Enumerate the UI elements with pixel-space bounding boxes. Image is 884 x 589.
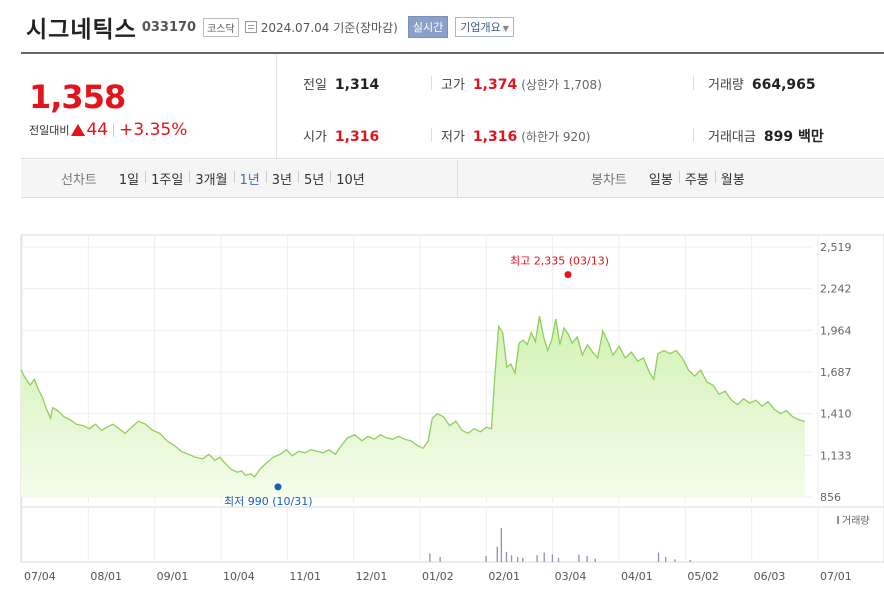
x-tick-label: 05/02 <box>687 570 719 583</box>
tab-1y[interactable]: 1년 <box>233 169 266 188</box>
volume-bar <box>439 556 441 562</box>
y-tick-label: 2,519 <box>820 241 852 254</box>
stat-open: 시가 1,316 <box>303 129 380 145</box>
volume-bar <box>578 554 580 562</box>
stat-low: 저가 1,316 (하한가 920) <box>441 129 591 145</box>
tab-3y[interactable]: 3년 <box>265 169 298 188</box>
x-tick-label: 01/02 <box>422 570 454 583</box>
volume-bar <box>689 559 691 562</box>
quote-summary: 1,358 전일대비 44 +3.35% 전일 1,314 고가 1,374 (… <box>21 52 884 160</box>
volume-bar <box>557 557 560 562</box>
line-chart-label: 선차트 <box>61 173 97 188</box>
tab-1d[interactable]: 1일 <box>118 173 140 188</box>
chart-tabs-bar: 선차트 1일 1주일 3개월 1년 3년 5년 10년 봉차트 일봉 주봉 월봉 <box>21 160 884 198</box>
tab-monthly[interactable]: 월봉 <box>714 169 751 188</box>
y-tick-label: 1,964 <box>820 324 852 337</box>
tab-10y[interactable]: 10년 <box>330 169 371 188</box>
change-label: 전일대비 <box>29 124 70 137</box>
stock-name: 시그네틱스 <box>26 17 137 43</box>
tab-5y[interactable]: 5년 <box>298 169 330 188</box>
tab-3m[interactable]: 3개월 <box>189 169 233 188</box>
tab-daily[interactable]: 일봉 <box>648 173 673 188</box>
candle-chart-tabs: 봉차트 일봉 주봉 월봉 <box>591 160 751 197</box>
y-tick-label: 1,133 <box>820 449 852 462</box>
candle-chart-label: 봉차트 <box>591 173 627 188</box>
volume-bar <box>665 556 667 562</box>
tab-weekly[interactable]: 주봉 <box>678 169 715 188</box>
change-rate: +3.35% <box>119 120 188 140</box>
y-tick-label: 856 <box>820 491 841 504</box>
volume-bar <box>510 555 513 562</box>
chart-frame <box>20 234 884 563</box>
change-row: 전일대비 44 +3.35% <box>29 120 187 140</box>
low-label: 최저 990 (10/31) <box>224 495 313 508</box>
x-tick-label: 07/04 <box>24 570 56 583</box>
stock-code: 033170 <box>141 19 197 35</box>
volume-bar <box>429 553 431 562</box>
x-tick-label: 10/04 <box>223 570 255 583</box>
quote-date: 2024.07.04 기준(장마감) <box>260 20 398 35</box>
realtime-button[interactable]: 실시간 <box>407 16 449 38</box>
volume-bar <box>586 555 588 562</box>
price-area: 1,358 전일대비 44 +3.35% <box>21 54 277 160</box>
high-marker <box>564 271 572 279</box>
x-tick-label: 08/01 <box>90 570 122 583</box>
volume-legend-swatch <box>837 516 839 524</box>
volume-bars: 거래량 <box>429 515 870 562</box>
calendar-icon <box>244 21 257 33</box>
volume-legend-label: 거래량 <box>842 515 870 527</box>
stock-header: 시그네틱스 033170 코스닥 2024.07.04 기준(장마감) 실시간 … <box>26 10 514 44</box>
x-tick-label: 07/01 <box>820 570 852 583</box>
y-tick-label: 1,410 <box>820 408 852 421</box>
x-axis-labels: 07/04 08/01 09/01 10/04 11/01 12/01 01/02 02/01… <box>24 570 852 583</box>
company-overview-dropdown[interactable]: 기업개요 ▼ <box>455 17 514 37</box>
chart-grid <box>20 234 884 563</box>
volume-bar <box>496 546 498 562</box>
caret-down-icon: ▼ <box>502 24 509 33</box>
volume-bar <box>543 552 545 562</box>
x-tick-label: 11/01 <box>289 570 321 583</box>
volume-bar <box>536 555 538 562</box>
x-tick-label: 04/01 <box>621 570 653 583</box>
tab-1w[interactable]: 1주일 <box>145 169 189 188</box>
chart-markers: 최고 2,335 (03/13) 최저 990 (10/31) <box>224 255 609 508</box>
stat-prev-close: 전일 1,314 <box>303 77 380 93</box>
volume-bar <box>551 554 554 562</box>
change-amount: 44 <box>86 120 109 140</box>
x-tick-label: 02/01 <box>488 570 520 583</box>
current-price: 1,358 <box>29 78 126 116</box>
stat-volume: 거래량 664,965 <box>708 77 816 93</box>
volume-bar <box>657 552 660 562</box>
x-tick-label: 06/03 <box>754 570 786 583</box>
volume-bar <box>522 557 524 562</box>
y-axis-labels: 2,519 2,242 1,964 1,687 1,410 1,133 856 <box>820 241 852 504</box>
volume-bar <box>594 558 596 562</box>
volume-bar <box>485 555 487 562</box>
volume-bar <box>505 551 508 562</box>
low-marker <box>274 483 282 491</box>
stat-high: 고가 1,374 (상한가 1,708) <box>441 77 602 93</box>
y-tick-label: 2,242 <box>820 283 852 296</box>
x-tick-label: 03/04 <box>555 570 587 583</box>
volume-bar <box>517 556 519 562</box>
up-triangle-icon <box>71 124 86 136</box>
volume-bar <box>500 528 503 562</box>
price-line <box>20 315 806 478</box>
x-tick-label: 09/01 <box>157 570 189 583</box>
price-area-fill <box>21 316 805 497</box>
volume-bar <box>674 559 676 562</box>
x-tick-label: 12/01 <box>356 570 388 583</box>
stat-trade-value: 거래대금 899 백만 <box>708 129 824 145</box>
line-chart-tabs: 선차트 1일 1주일 3개월 1년 3년 5년 10년 <box>21 160 458 197</box>
high-label: 최고 2,335 (03/13) <box>510 255 609 268</box>
y-tick-label: 1,687 <box>820 366 852 379</box>
market-badge: 코스닥 <box>203 17 239 37</box>
